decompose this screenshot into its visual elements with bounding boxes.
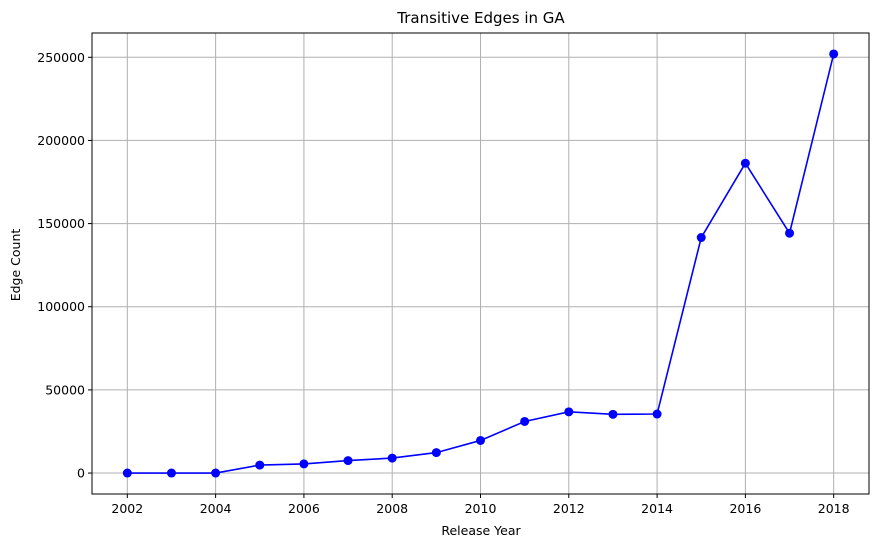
data-point [740, 158, 750, 168]
x-tick-label: 2008 [376, 501, 408, 516]
data-point [166, 468, 176, 478]
x-tick-label: 2002 [111, 501, 143, 516]
data-point [608, 409, 618, 419]
data-point [652, 409, 662, 419]
y-tick-label: 200000 [37, 133, 85, 148]
data-point [564, 407, 574, 417]
chart-title: Transitive Edges in GA [396, 9, 565, 27]
data-point [211, 468, 221, 478]
data-point [829, 49, 839, 59]
tick-layer: 2002 2004 2006 2008 2010 2012 2014 2016 2018 0 500… [37, 50, 849, 516]
grid-layer [92, 33, 869, 494]
y-tick-label: 50000 [45, 382, 85, 397]
x-tick-label: 2016 [729, 501, 761, 516]
data-point [476, 435, 485, 445]
series-layer [122, 49, 839, 478]
y-axis-label: Edge Count [8, 229, 23, 302]
x-axis-label: Release Year [441, 523, 521, 538]
data-point [122, 468, 132, 478]
y-tick-label: 250000 [37, 50, 85, 65]
x-tick-label: 2018 [818, 501, 850, 516]
x-tick-label: 2004 [200, 501, 232, 516]
y-tick-label: 0 [77, 466, 85, 481]
data-point [387, 453, 397, 463]
x-tick-label: 2010 [465, 501, 497, 516]
data-point [343, 456, 353, 466]
data-point [431, 448, 441, 458]
y-tick-label: 150000 [37, 216, 85, 231]
x-tick-label: 2012 [553, 501, 585, 516]
data-point [785, 228, 795, 238]
data-point [255, 460, 265, 470]
data-point [299, 459, 309, 469]
data-point [520, 416, 530, 426]
x-tick-label: 2006 [288, 501, 320, 516]
y-tick-label: 100000 [37, 299, 85, 314]
x-tick-label: 2014 [641, 501, 673, 516]
data-point [696, 233, 706, 243]
